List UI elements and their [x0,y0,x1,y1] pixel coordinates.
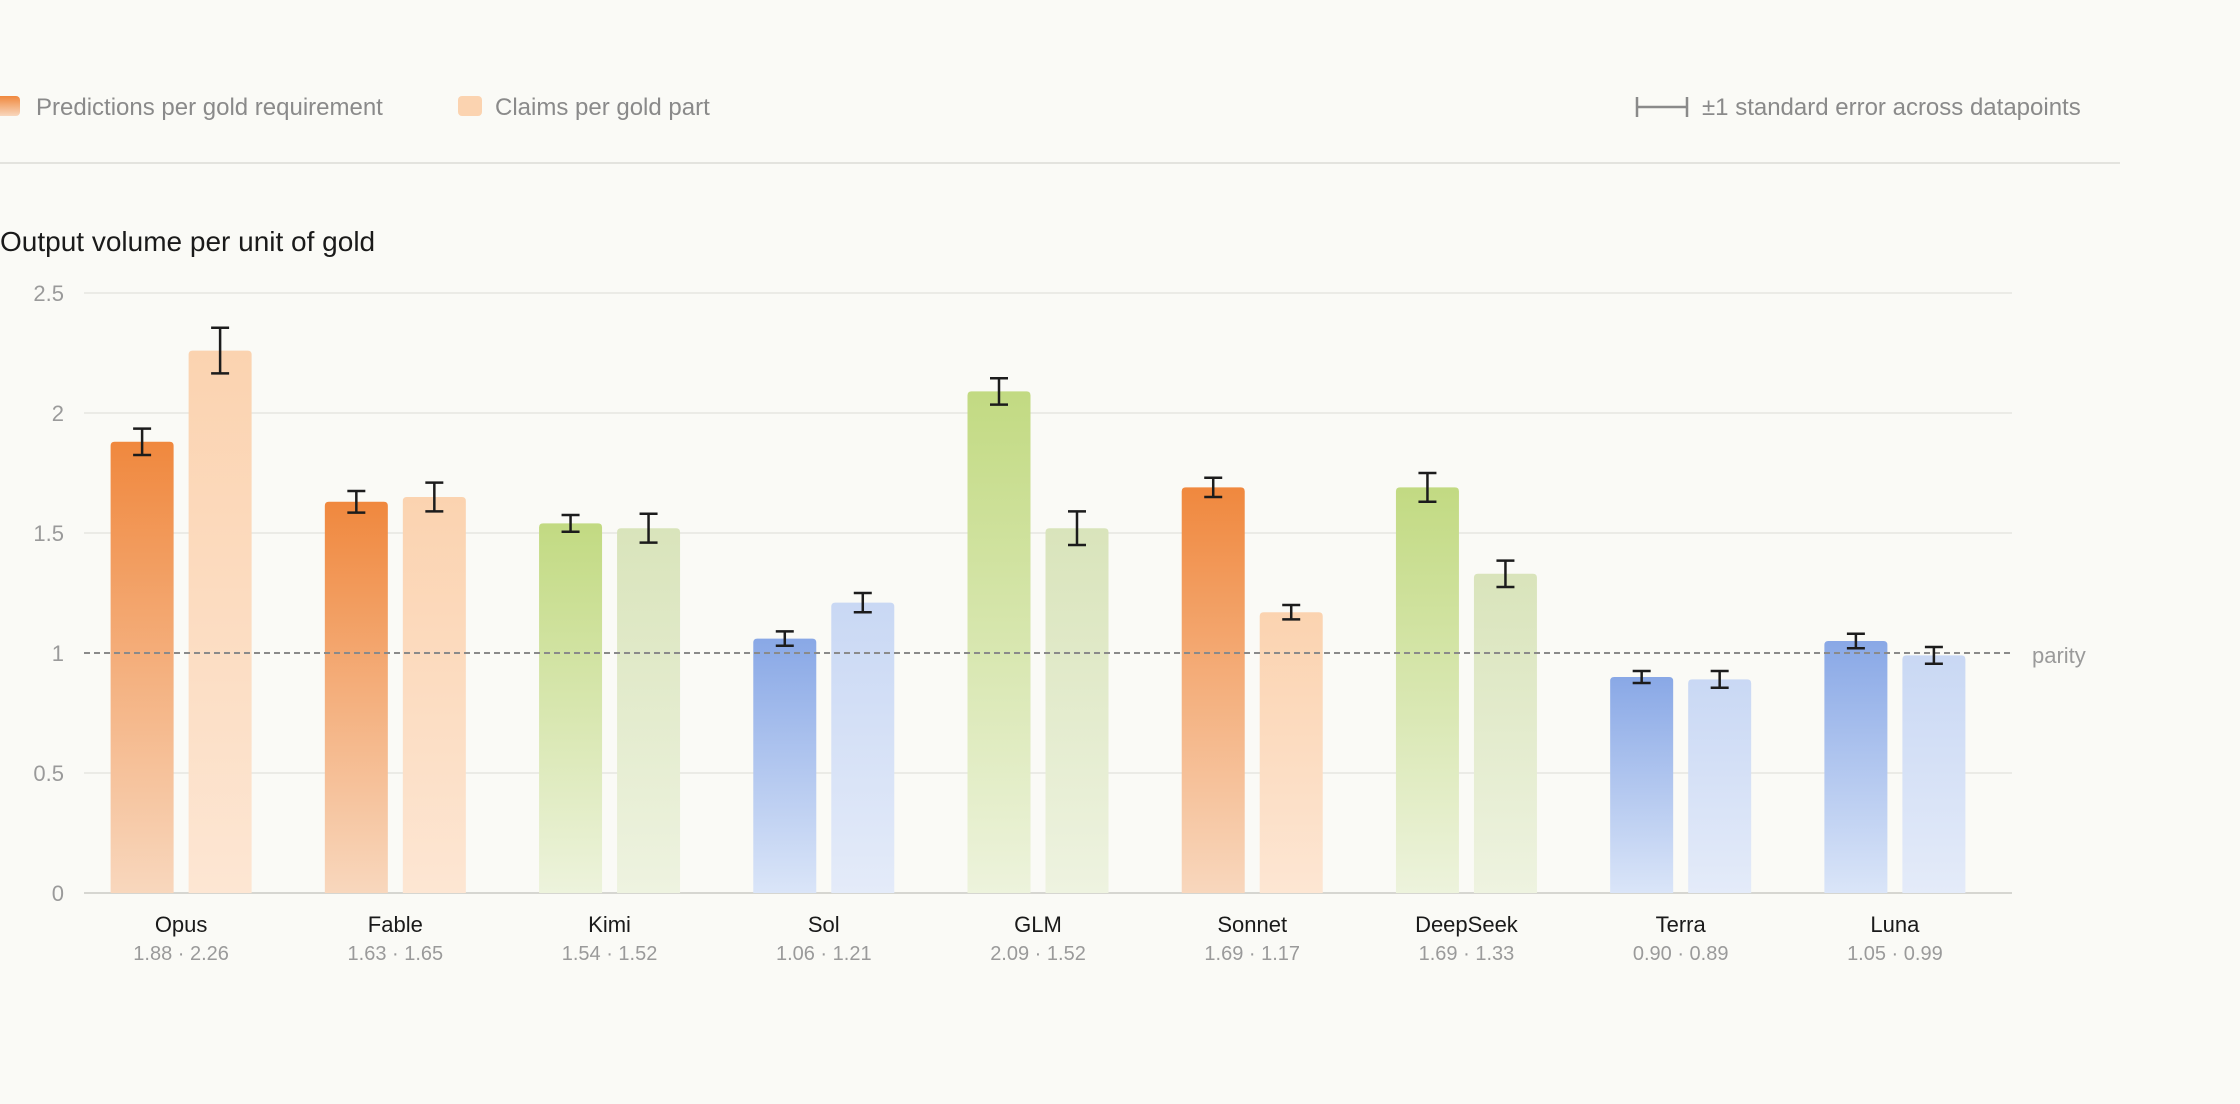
bar-sol-predictions [753,638,817,893]
x-category-values: 1.88 · 2.26 [133,943,229,965]
error-bar-sol-claims [853,591,872,614]
bar-luna-claims [1902,655,1966,893]
error-bar-luna-claims [1924,645,1943,666]
y-tick-label: 2.5 [33,281,64,306]
legend-label-error-bar: ±1 standard error across datapoints [1702,94,2081,121]
x-category-values: 1.06 · 1.21 [776,943,872,965]
error-bar-sol-predictions [775,630,794,648]
bar-fable-claims [402,497,466,893]
error-bar-opus-predictions [133,427,152,457]
x-category-values: 1.69 · 1.33 [1419,943,1515,965]
x-category-label: Kimi [588,912,631,937]
error-bar-legend-icon [1635,97,1689,117]
error-bars [133,326,1943,690]
bar-opus-claims [188,350,252,894]
x-category-label: DeepSeek [1415,912,1519,937]
legend-swatch-claims [458,96,482,116]
error-bar-terra-claims [1710,669,1729,690]
bar-terra-claims [1688,679,1752,893]
x-category-values: 1.69 · 1.17 [1204,943,1300,965]
x-category-values: 0.90 · 0.89 [1633,943,1729,965]
bar-fable-predictions [324,501,388,893]
error-bar-sonnet-predictions [1204,476,1223,499]
bar-sonnet-predictions [1181,487,1245,893]
bars [110,350,1966,894]
y-tick-label: 0 [52,881,64,906]
bar-kimi-claims [617,528,681,893]
bar-sol-claims [831,602,895,893]
x-category-values: 1.05 · 0.99 [1847,943,1943,965]
x-category-label: Sol [808,912,840,937]
error-bar-luna-predictions [1846,632,1865,650]
parity-reference: parity [84,643,2086,668]
error-bar-glm-predictions [990,376,1008,406]
x-category-label: Terra [1656,912,1707,937]
bar-glm-claims [1045,528,1109,893]
bar-opus-predictions [110,441,174,893]
error-bar-deepseek-claims [1496,559,1515,589]
bar-deepseek-predictions [1395,487,1459,893]
error-bar-kimi-claims [639,512,658,544]
x-category-values: 1.63 · 1.65 [348,943,444,965]
bar-terra-predictions [1610,677,1674,893]
bar-sonnet-claims [1259,612,1323,893]
x-category-values: 2.09 · 1.52 [990,943,1086,965]
error-bar-glm-claims [1068,510,1086,547]
x-category-label: Opus [155,912,208,937]
bar-glm-predictions [967,391,1031,893]
legend-swatch-predictions [0,96,20,116]
error-bar-kimi-predictions [561,513,580,534]
error-bar-fable-claims [425,481,444,513]
chart-title: Output volume per unit of gold [0,226,375,257]
x-category-values: 1.54 · 1.52 [562,943,658,965]
error-bar-terra-predictions [1632,669,1651,685]
x-category-label: GLM [1014,912,1062,937]
bar-luna-predictions [1824,641,1888,893]
error-bar-fable-predictions [347,489,366,514]
y-axis-ticks: 0 0.5 1 1.5 2 2.5 [33,281,64,906]
x-category-label: Fable [368,912,423,937]
y-tick-label: 1 [52,641,64,666]
error-bar-opus-claims [211,326,230,375]
bar-kimi-predictions [539,523,603,893]
legend-label-claims: Claims per gold part [495,94,710,121]
bar-deepseek-claims [1473,573,1537,893]
y-tick-label: 0.5 [33,761,64,786]
y-tick-label: 2 [52,401,64,426]
error-bar-deepseek-predictions [1418,471,1437,504]
legend: Predictions per gold requirement Claims … [0,94,2081,121]
y-tick-label: 1.5 [33,521,64,546]
x-category-label: Luna [1870,912,1920,937]
x-axis-labels: Opus 1.88 · 2.26 Fable 1.63 · 1.65 Kimi 1.54 … [133,912,1942,965]
x-category-label: Sonnet [1217,912,1287,937]
legend-label-predictions: Predictions per gold requirement [36,94,383,121]
parity-label: parity [2032,643,2086,668]
error-bar-sonnet-claims [1282,603,1301,621]
